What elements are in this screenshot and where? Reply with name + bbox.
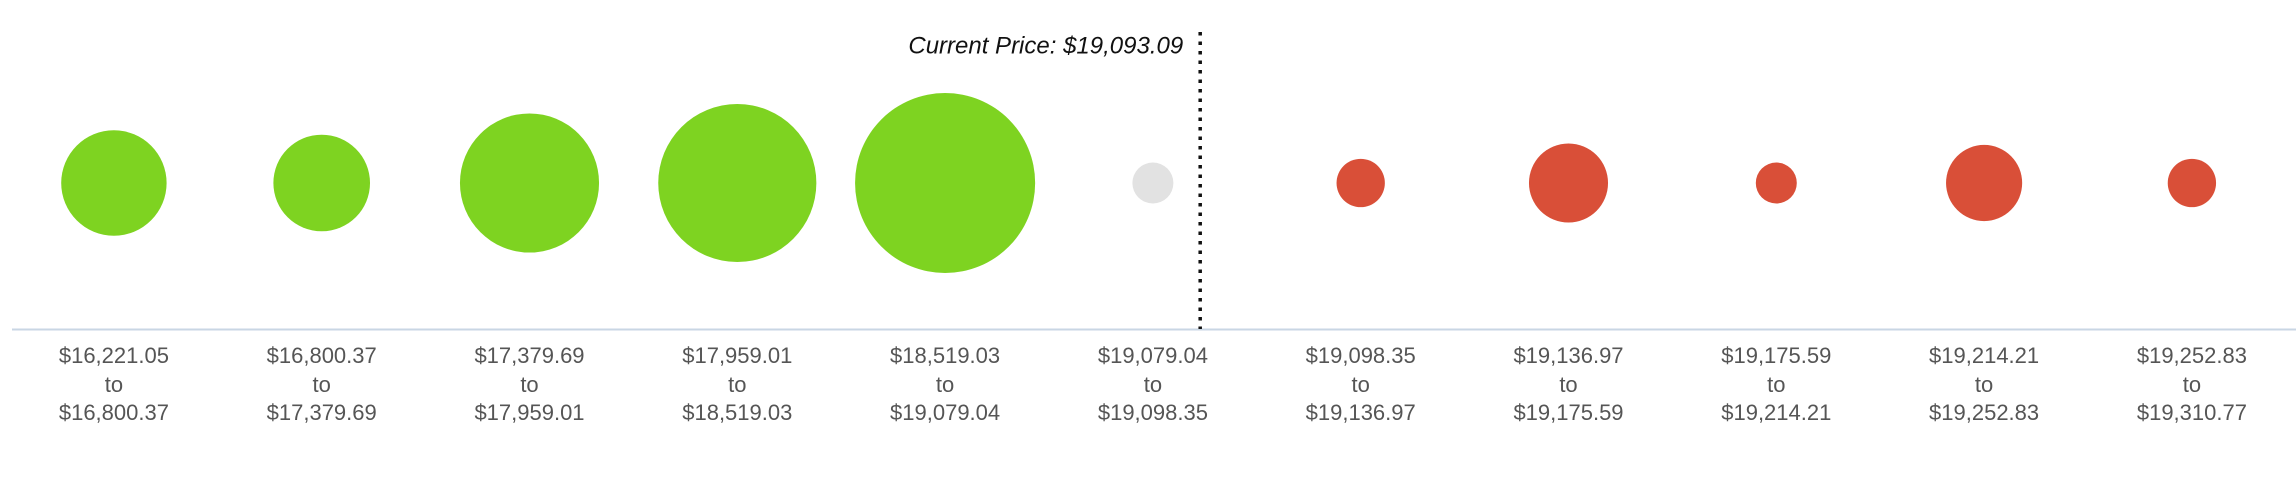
x-tick-label: to xyxy=(2183,372,2201,397)
x-tick-label: $19,252.83 xyxy=(1929,400,2039,425)
bubble xyxy=(1755,162,1797,204)
x-tick-label: $17,959.01 xyxy=(474,400,584,425)
x-tick-label: $17,959.01 xyxy=(682,343,792,368)
x-tick-label: $19,098.35 xyxy=(1306,343,1416,368)
x-tick-label: to xyxy=(313,372,331,397)
x-tick-label: $19,252.83 xyxy=(2137,343,2247,368)
x-tick-label: $19,214.21 xyxy=(1929,343,2039,368)
x-tick-label: to xyxy=(1559,372,1577,397)
bubble xyxy=(61,130,167,236)
bubble xyxy=(1336,158,1385,208)
bubble xyxy=(658,103,817,263)
x-tick-label: to xyxy=(1352,372,1370,397)
x-tick-label: $19,136.97 xyxy=(1306,400,1416,425)
x-tick-label: to xyxy=(1144,372,1162,397)
x-tick-label: to xyxy=(936,372,954,397)
x-tick-label: $17,379.69 xyxy=(474,343,584,368)
bubble xyxy=(855,92,1036,274)
x-tick-label: to xyxy=(1767,372,1785,397)
x-tick-label: $19,310.77 xyxy=(2137,400,2247,425)
x-tick-label: $19,214.21 xyxy=(1721,400,1831,425)
x-tick-label: $16,800.37 xyxy=(59,400,169,425)
x-tick-label: $19,079.04 xyxy=(890,400,1000,425)
bubble xyxy=(1528,143,1609,223)
x-tick-label: to xyxy=(1975,372,1993,397)
x-tick-label: $19,079.04 xyxy=(1098,343,1208,368)
bubble xyxy=(273,134,371,232)
bubble xyxy=(2167,158,2217,208)
x-tick-label: to xyxy=(728,372,746,397)
x-tick-label: $16,800.37 xyxy=(267,343,377,368)
current-price-label: Current Price: $19,093.09 xyxy=(908,32,1183,59)
bubble xyxy=(1946,144,2023,222)
bubble xyxy=(459,113,600,253)
x-tick-label: to xyxy=(520,372,538,397)
x-tick-label: $16,221.05 xyxy=(59,343,169,368)
bubble xyxy=(1132,162,1174,204)
x-tick-label: $19,175.59 xyxy=(1721,343,1831,368)
x-tick-label: $19,098.35 xyxy=(1098,400,1208,425)
x-tick-label: $17,379.69 xyxy=(267,400,377,425)
x-tick-label: $19,136.97 xyxy=(1513,343,1623,368)
x-tick-label: to xyxy=(105,372,123,397)
x-tick-label: $18,519.03 xyxy=(890,343,1000,368)
x-tick-label: $18,519.03 xyxy=(682,400,792,425)
x-tick-label: $19,175.59 xyxy=(1513,400,1623,425)
